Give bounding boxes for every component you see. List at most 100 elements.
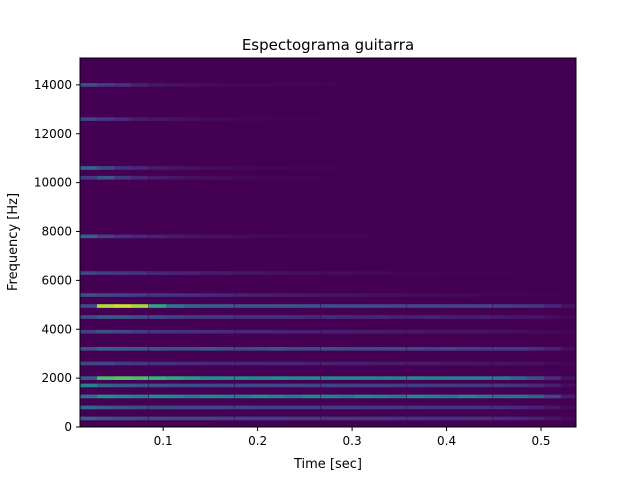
spectrogram-cell	[97, 394, 115, 399]
spectrogram-cell	[526, 361, 545, 366]
spectrogram-cell	[406, 361, 425, 366]
spectrogram-cell	[509, 416, 528, 421]
spectrogram-cell	[80, 346, 98, 351]
spectrogram-cell	[165, 166, 184, 170]
spectrogram-cell	[320, 346, 339, 351]
spectrogram-cell	[388, 416, 407, 421]
spectrogram-cell	[285, 329, 304, 334]
spectrogram-cell	[474, 346, 493, 351]
spectrogram-cell	[526, 416, 545, 421]
spectrogram-cell	[199, 416, 218, 421]
spectrogram-cell	[337, 416, 356, 421]
spectrogram-cell	[182, 271, 201, 275]
spectrogram-cell	[148, 304, 167, 308]
spectrogram-cell	[251, 117, 270, 121]
spectrogram-cell	[216, 315, 235, 319]
spectrogram-cell	[423, 394, 442, 399]
spectrogram-cell	[234, 376, 253, 380]
spectrogram-cell	[131, 175, 149, 180]
spectrogram-cell	[182, 376, 201, 380]
spectrogram-cell	[354, 405, 373, 410]
spectrogram-cell	[560, 405, 576, 410]
spectrogram-cell	[251, 376, 270, 380]
spectrogram-cell	[199, 83, 218, 87]
spectrogram-cell	[216, 346, 235, 351]
spectrogram-cell	[234, 166, 253, 170]
spectrogram-cell	[457, 383, 476, 388]
spectrogram-cell	[492, 394, 511, 399]
spectrogram-cell	[457, 376, 476, 380]
spectrogram-cell	[251, 175, 270, 180]
spectrogram-cell	[148, 166, 167, 170]
spectrogram-cell	[388, 405, 407, 410]
spectrogram-cell	[251, 234, 270, 239]
spectrogram-cell	[560, 383, 576, 388]
spectrogram-cell	[251, 304, 270, 308]
spectrogram-cell	[148, 315, 167, 319]
spectrogram-cell	[216, 383, 235, 388]
spectrogram-cell	[216, 361, 235, 366]
spectrogram-cell	[268, 117, 287, 121]
spectrogram-cell	[199, 405, 218, 410]
spectrogram-cell	[560, 346, 576, 351]
spectrogram-cell	[285, 83, 304, 87]
spectrogram-cell	[302, 376, 321, 380]
spectrogram-cell	[114, 376, 132, 380]
spectrogram-cell	[423, 383, 442, 388]
spectrogram-cell	[182, 394, 201, 399]
spectrogram-cell	[440, 394, 459, 399]
spectrogram-cell	[509, 383, 528, 388]
spectrogram-cell	[423, 376, 442, 380]
spectrogram-cell	[526, 329, 545, 334]
spectrogram-cell	[285, 175, 304, 180]
spectrogram-cell	[354, 315, 373, 319]
spectrogram-cell	[492, 304, 511, 308]
spectrogram-cell	[199, 394, 218, 399]
spectrogram-cell	[97, 361, 115, 366]
spectrogram-cell	[131, 293, 149, 297]
spectrogram-cell	[234, 175, 253, 180]
spectrogram-cell	[199, 117, 218, 121]
spectrogram-cell	[371, 361, 390, 366]
spectrogram-cell	[131, 117, 149, 121]
y-axis: 0 2000 4000 6000 8000 10000 12000 14000	[34, 78, 80, 434]
spectrogram-cell	[97, 175, 115, 180]
spectrogram-cell	[251, 416, 270, 421]
spectrogram-cell	[302, 234, 321, 239]
y-axis-label: Frequency [Hz]	[6, 193, 21, 291]
spectrogram-cell	[131, 304, 149, 308]
spectrogram-cell	[268, 315, 287, 319]
spectrogram-cell	[302, 383, 321, 388]
spectrogram-cell	[131, 271, 149, 275]
y-tick-label: 10000	[34, 176, 72, 190]
spectrogram-cell	[543, 416, 562, 421]
spectrogram-cell	[302, 394, 321, 399]
spectrogram-cell	[492, 361, 511, 366]
spectrogram-cell	[302, 315, 321, 319]
spectrogram-cell	[457, 293, 476, 297]
spectrogram-cell	[285, 376, 304, 380]
spectrogram-cell	[114, 329, 132, 334]
spectrogram-cell	[509, 376, 528, 380]
spectrogram-cell	[114, 293, 132, 297]
spectrogram-cell	[251, 383, 270, 388]
spectrogram-cell	[371, 394, 390, 399]
spectrogram-cell	[423, 361, 442, 366]
spectrogram-cell	[302, 405, 321, 410]
spectrogram-cell	[440, 271, 459, 275]
spectrogram-cell	[406, 383, 425, 388]
spectrogram-cell	[199, 271, 218, 275]
spectrogram-cell	[526, 293, 545, 297]
spectrogram-cell	[457, 361, 476, 366]
spectrogram-cell	[337, 394, 356, 399]
spectrogram-cell	[251, 293, 270, 297]
spectrogram-cell	[320, 329, 339, 334]
spectrogram-cell	[406, 416, 425, 421]
spectrogram-cell	[199, 361, 218, 366]
spectrogram-cell	[165, 315, 184, 319]
spectrogram-cell	[543, 293, 562, 297]
spectrogram-cell	[268, 304, 287, 308]
spectrogram-cell	[440, 376, 459, 380]
x-tick-label: 0.2	[248, 434, 267, 448]
spectrogram-cell	[543, 376, 562, 380]
